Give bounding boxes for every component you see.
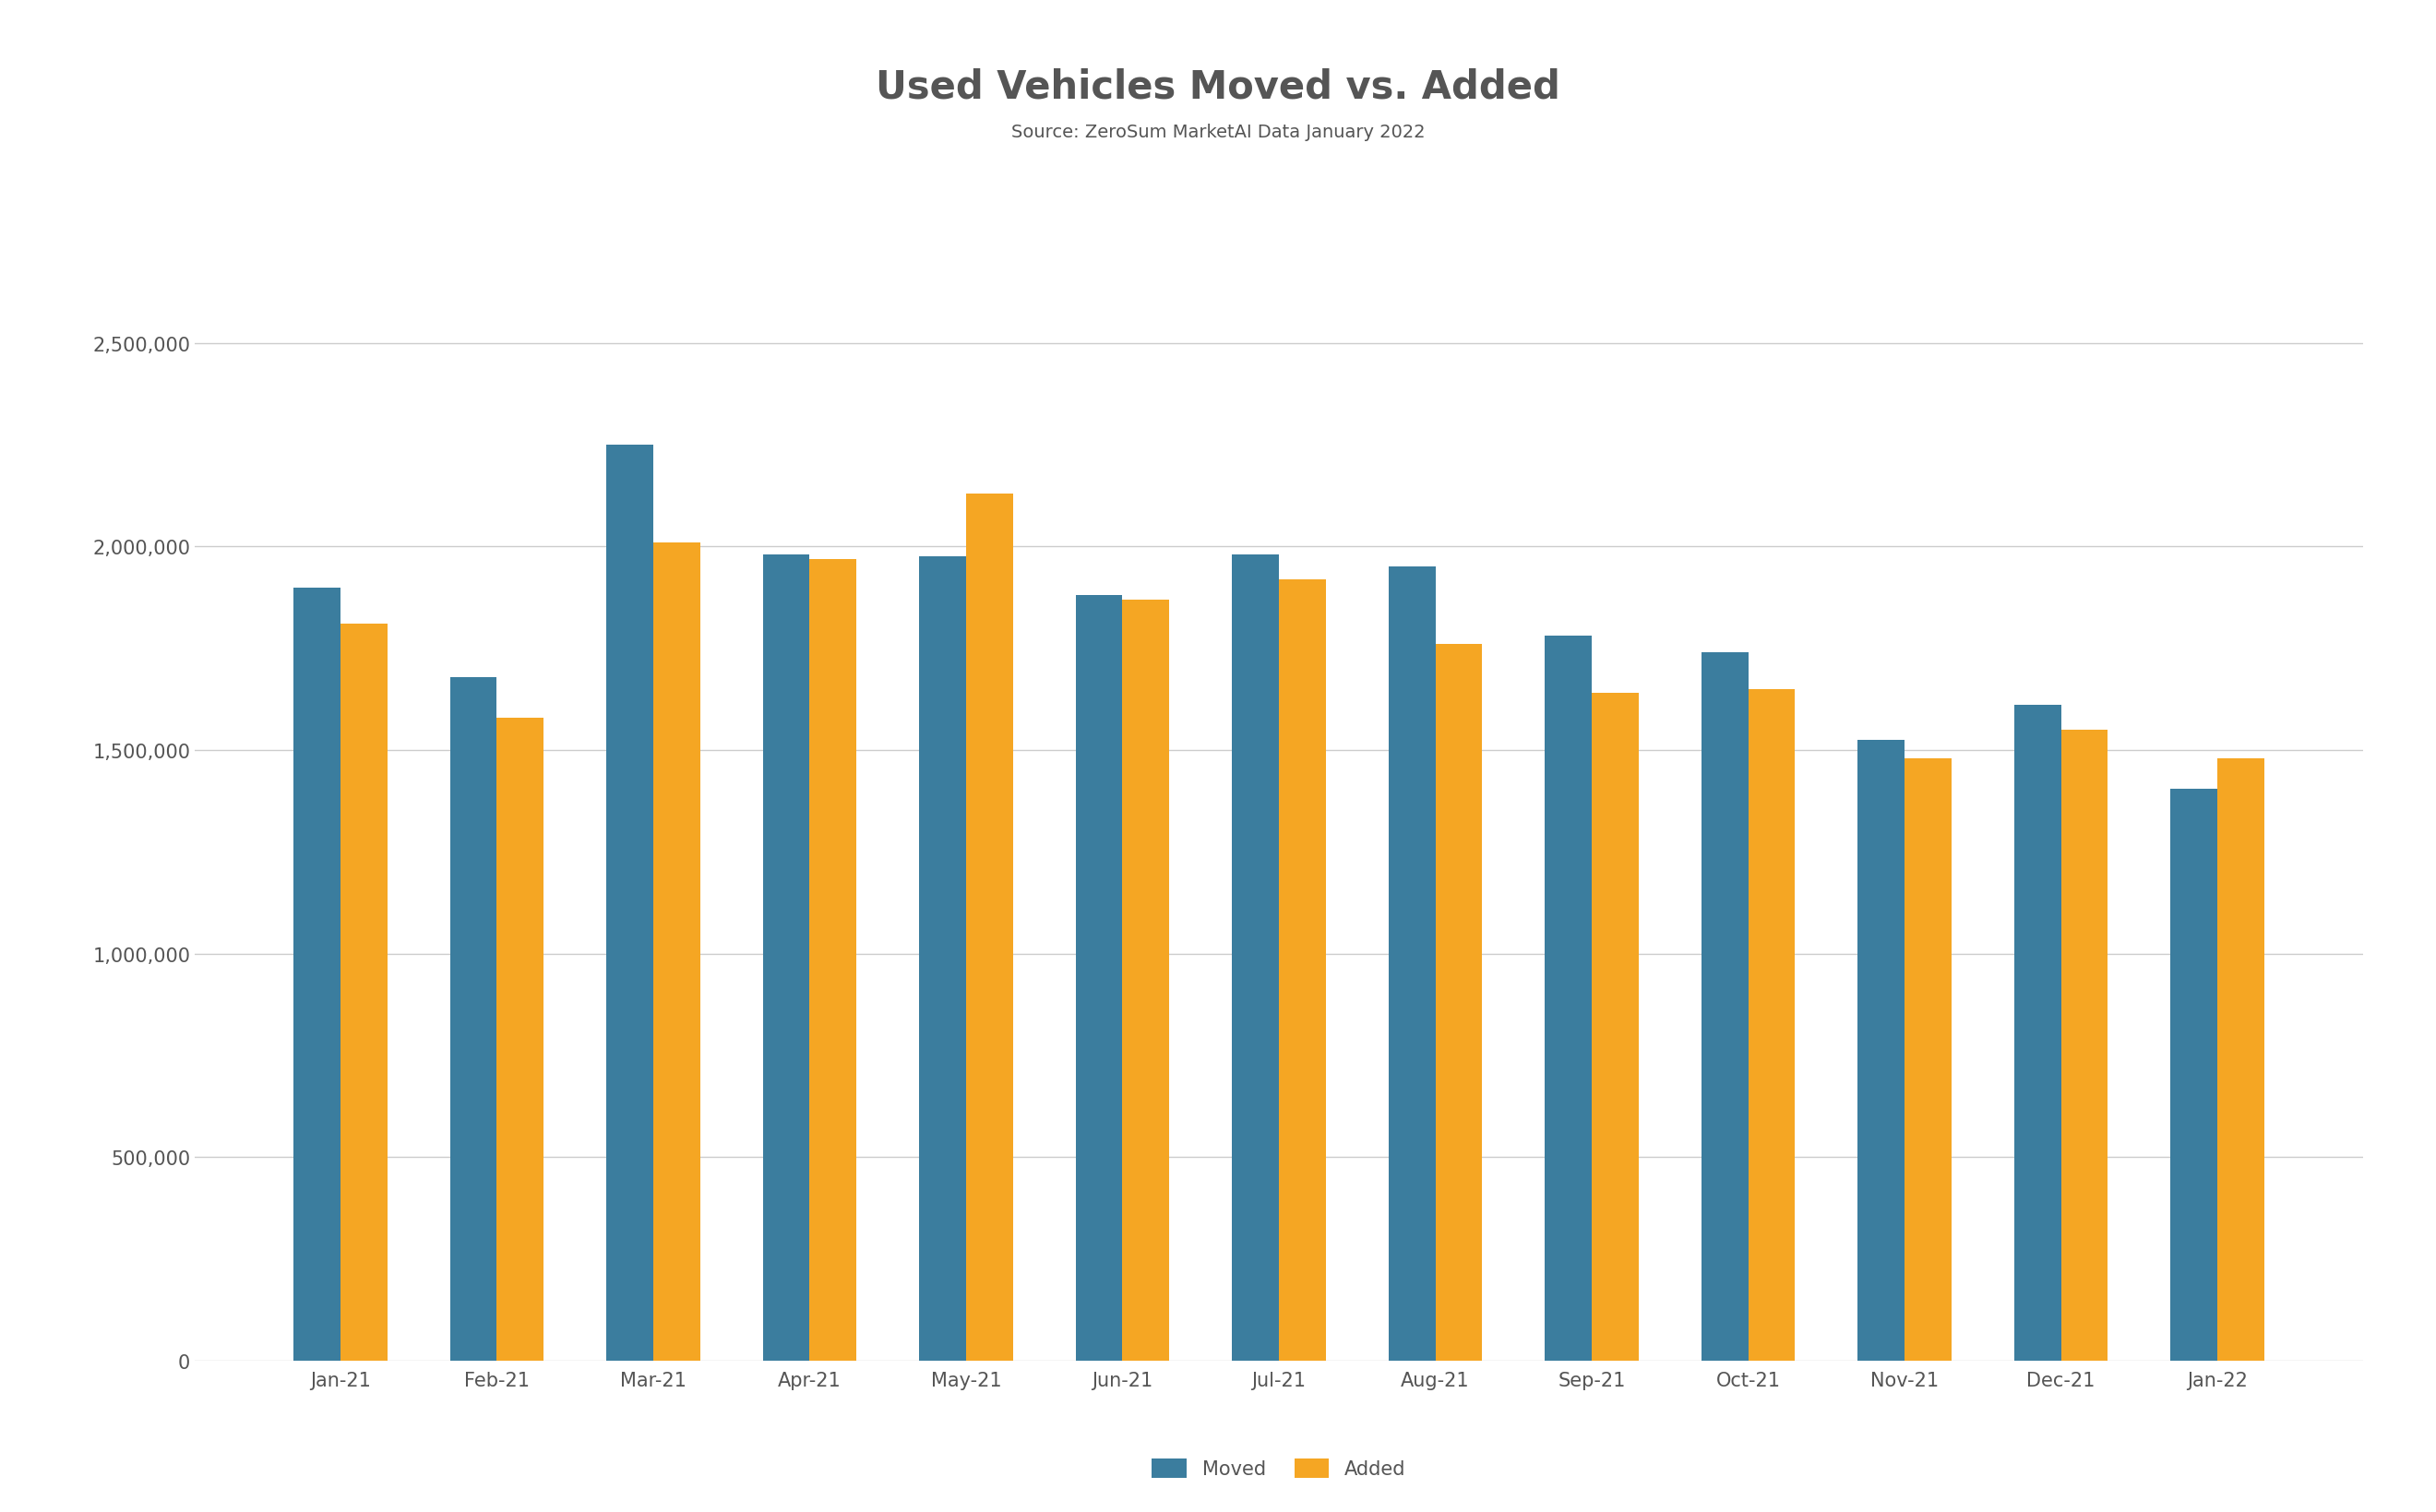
Bar xyxy=(2217,759,2265,1361)
Bar xyxy=(1749,689,1795,1361)
Bar xyxy=(1123,600,1169,1361)
Text: Source: ZeroSum MarketAI Data January 2022: Source: ZeroSum MarketAI Data January 20… xyxy=(1011,124,1425,142)
Bar xyxy=(1077,596,1123,1361)
Bar xyxy=(1859,741,1905,1361)
Bar xyxy=(1435,644,1481,1361)
Bar xyxy=(1700,653,1749,1361)
Text: Used Vehicles Moved vs. Added: Used Vehicles Moved vs. Added xyxy=(875,68,1561,107)
Legend: Moved, Added: Moved, Added xyxy=(1142,1448,1415,1488)
Bar xyxy=(497,718,543,1361)
Bar xyxy=(2170,789,2217,1361)
Bar xyxy=(1591,694,1639,1361)
Bar xyxy=(1905,759,1951,1361)
Bar xyxy=(762,555,809,1361)
Bar xyxy=(2015,706,2061,1361)
Bar xyxy=(809,559,857,1361)
Bar xyxy=(451,677,497,1361)
Bar xyxy=(653,543,699,1361)
Bar xyxy=(918,558,967,1361)
Bar xyxy=(292,588,341,1361)
Bar xyxy=(2061,730,2107,1361)
Bar xyxy=(1389,567,1435,1361)
Bar xyxy=(607,446,653,1361)
Bar xyxy=(1544,637,1591,1361)
Bar xyxy=(967,494,1013,1361)
Bar xyxy=(1233,555,1279,1361)
Bar xyxy=(341,624,387,1361)
Bar xyxy=(1279,579,1325,1361)
